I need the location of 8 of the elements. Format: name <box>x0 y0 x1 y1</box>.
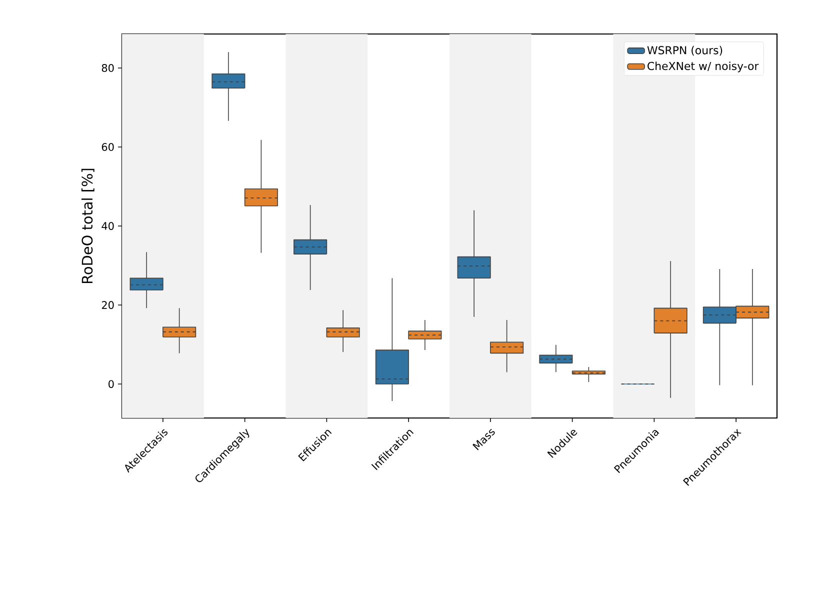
legend-label: WSRPN (ours) <box>647 46 722 56</box>
y-tick-label: 0 <box>108 380 114 388</box>
y-tick-label: 40 <box>102 222 114 230</box>
y-tick-label: 80 <box>102 64 114 72</box>
legend-label: CheXNet w/ noisy-or <box>648 62 759 72</box>
y-axis-title: RoDeO total [%] <box>81 168 94 283</box>
y-tick-label: 20 <box>102 301 114 309</box>
y-tick-label: 60 <box>102 143 114 151</box>
